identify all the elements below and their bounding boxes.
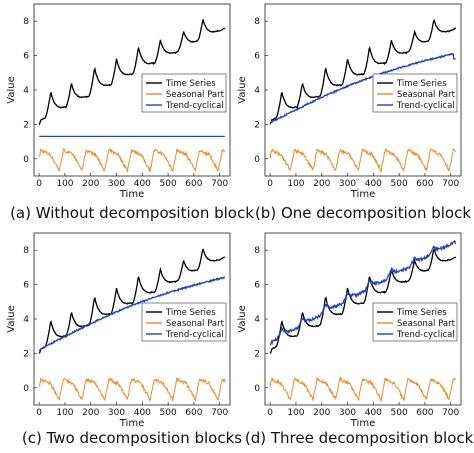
x-tick-label: 600 — [416, 408, 433, 418]
subplot-1: 0 100 200 300 400 500 600 700 0 2 4 6 8 Time Value Time… — [6, 3, 254, 222]
y-tick-label: 8 — [254, 246, 260, 256]
x-axis-label: Time — [350, 418, 375, 429]
y-tick-label: 4 — [254, 86, 260, 96]
x-tick-label: 300 — [339, 408, 356, 418]
series-line-trend-cyclical — [270, 52, 456, 124]
x-tick-label: 0 — [36, 408, 42, 418]
legend-label: Time Series — [165, 79, 216, 89]
x-tick-label: 400 — [134, 179, 151, 189]
y-tick-label: 6 — [23, 52, 29, 62]
x-tick-label: 300 — [339, 179, 356, 189]
x-tick-label: 700 — [442, 408, 459, 418]
y-tick-label: 0 — [254, 155, 260, 165]
series-line-seasonal-part — [38, 376, 226, 403]
series-line-seasonal-part — [269, 147, 457, 173]
legend-label: Seasonal Part — [166, 90, 225, 100]
subplot-2: 0 100 200 300 400 500 600 700 0 2 4 6 8 Time Value Time… — [237, 3, 471, 222]
x-tick-label: 600 — [416, 179, 433, 189]
x-tick-label: 300 — [108, 408, 125, 418]
x-tick-label: 600 — [185, 179, 202, 189]
x-axis-label: Time — [119, 189, 144, 200]
y-tick-label: 4 — [23, 315, 29, 325]
x-tick-label: 100 — [287, 408, 304, 418]
subplot-caption: (c) Two decomposition blocks — [22, 429, 242, 447]
x-tick-label: 100 — [56, 408, 73, 418]
y-tick-label: 6 — [254, 52, 260, 62]
subplot-3: 0 100 200 300 400 500 600 700 0 2 4 6 8 Time Value Time… — [6, 232, 242, 447]
y-tick-label: 4 — [254, 315, 260, 325]
legend-label: Time Series — [165, 308, 216, 318]
x-tick-label: 500 — [160, 408, 177, 418]
x-tick-label: 0 — [267, 408, 273, 418]
x-tick-label: 700 — [211, 179, 228, 189]
y-tick-label: 2 — [23, 349, 29, 359]
y-tick-label: 8 — [23, 246, 29, 256]
series-line-time-series — [38, 248, 226, 354]
y-tick-label: 2 — [23, 120, 29, 130]
legend-label: Time Series — [396, 308, 447, 318]
y-tick-label: 0 — [23, 384, 29, 394]
series-line-seasonal-part — [269, 376, 456, 403]
x-tick-label: 700 — [442, 179, 459, 189]
y-tick-label: 8 — [23, 17, 29, 27]
legend-label: Seasonal Part — [397, 319, 456, 329]
x-tick-label: 300 — [108, 179, 125, 189]
x-tick-label: 200 — [82, 408, 99, 418]
x-tick-label: 500 — [160, 179, 177, 189]
subplot-caption: (b) One decomposition block — [255, 204, 471, 222]
x-tick-label: 400 — [134, 408, 151, 418]
y-tick-label: 6 — [254, 281, 260, 291]
y-tick-label: 8 — [254, 17, 260, 27]
x-tick-label: 700 — [211, 408, 228, 418]
y-tick-label: 2 — [254, 349, 260, 359]
x-tick-label: 0 — [267, 179, 273, 189]
x-tick-label: 100 — [287, 179, 304, 189]
legend-label: Trend-cyclical — [396, 330, 455, 340]
y-axis-label: Value — [237, 76, 248, 103]
x-axis-label: Time — [119, 418, 144, 429]
x-tick-label: 100 — [56, 179, 73, 189]
y-tick-label: 0 — [254, 384, 260, 394]
legend-label: Seasonal Part — [166, 319, 225, 329]
y-tick-label: 2 — [254, 120, 260, 130]
legend-label: Trend-cyclical — [165, 101, 224, 111]
series-line-seasonal-part — [38, 147, 225, 173]
subplot-4: 0 100 200 300 400 500 600 700 0 2 4 6 8 Time Value Time… — [237, 232, 474, 447]
x-tick-label: 200 — [313, 408, 330, 418]
series-line-time-series — [269, 18, 456, 125]
x-tick-label: 0 — [36, 179, 42, 189]
x-tick-label: 200 — [82, 179, 99, 189]
subplot-caption: (d) Three decomposition blocks — [245, 429, 474, 447]
series-line-trend-cyclical — [269, 239, 457, 346]
legend-label: Trend-cyclical — [396, 101, 455, 111]
x-tick-label: 600 — [185, 408, 202, 418]
subplot-caption: (a) Without decomposition block — [10, 204, 254, 222]
y-tick-label: 6 — [23, 281, 29, 291]
y-axis-label: Value — [6, 76, 17, 103]
y-axis-label: Value — [237, 305, 248, 332]
x-tick-label: 400 — [365, 408, 382, 418]
x-axis-label: Time — [350, 189, 375, 200]
x-tick-label: 200 — [313, 179, 330, 189]
y-axis-label: Value — [6, 305, 17, 332]
series-line-trend-cyclical — [38, 276, 225, 352]
series-line-time-series — [38, 18, 226, 125]
legend-label: Trend-cyclical — [165, 330, 224, 340]
y-tick-label: 4 — [23, 86, 29, 96]
y-tick-label: 0 — [23, 155, 29, 165]
legend-label: Seasonal Part — [397, 90, 456, 100]
x-tick-label: 500 — [391, 179, 408, 189]
legend-label: Time Series — [396, 79, 447, 89]
x-tick-label: 500 — [391, 408, 408, 418]
x-tick-label: 400 — [365, 179, 382, 189]
